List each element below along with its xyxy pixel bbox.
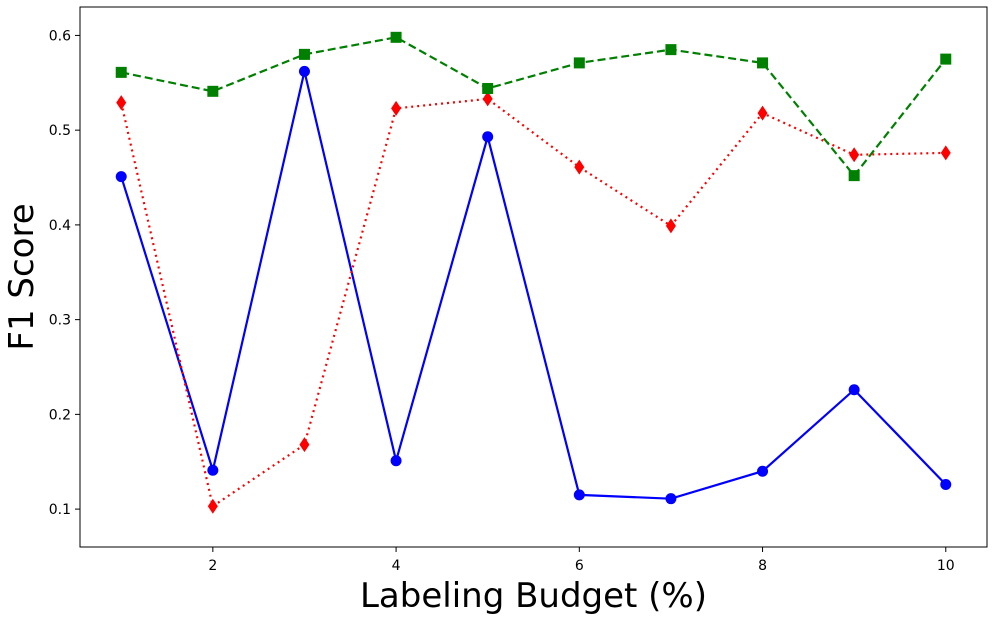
series-2-point — [940, 145, 951, 161]
series-3-point — [298, 48, 310, 60]
series-2-line — [120, 97, 946, 509]
series-1-point — [207, 464, 219, 476]
series-1-point — [757, 465, 769, 477]
series-2-point — [665, 218, 676, 234]
x-axis-title: Labeling Budget (%) — [360, 576, 707, 616]
series-2-point — [757, 105, 768, 121]
series-layer — [115, 31, 952, 514]
series-2-point — [482, 91, 493, 107]
series-3-point — [207, 85, 219, 97]
series-1-point — [482, 131, 494, 143]
y-tick-label: 0.5 — [49, 123, 71, 139]
plot-frame — [79, 6, 988, 548]
y-tick-label: 0.1 — [49, 502, 71, 518]
x-tick-label: 10 — [937, 558, 955, 574]
series-2-point — [299, 437, 310, 453]
series-2-point — [207, 498, 218, 514]
series-2-point — [849, 147, 860, 163]
series-1-point — [573, 489, 585, 501]
series-1-point — [390, 455, 402, 467]
series-3-line — [121, 36, 947, 178]
y-axis-title: F1 Score — [2, 203, 42, 350]
y-tick-label: 0.6 — [49, 28, 71, 44]
x-tick-label: 4 — [392, 558, 401, 574]
x-tick-label: 8 — [758, 558, 767, 574]
series-3-point — [390, 31, 402, 43]
series-1-point — [298, 65, 310, 77]
series-3-point — [665, 44, 677, 56]
series-1-point — [665, 493, 677, 505]
y-tick-label: 0.4 — [49, 218, 71, 234]
series-2-point — [574, 159, 585, 175]
series-3-point — [482, 82, 494, 94]
series-2-point — [391, 100, 402, 116]
series-3-point — [115, 66, 127, 78]
series-1-line — [120, 71, 947, 500]
series-3-point — [757, 57, 769, 69]
y-tick-label: 0.3 — [49, 313, 71, 329]
x-axis-ticks: 2 4 6 8 10 — [208, 547, 955, 574]
x-tick-label: 2 — [208, 558, 217, 574]
series-3-point — [940, 53, 952, 65]
series-1-point — [940, 478, 952, 490]
series-3-point — [573, 57, 585, 69]
y-axis-ticks: 0.1 0.2 0.3 0.4 0.5 0.6 — [49, 28, 80, 518]
y-tick-label: 0.2 — [49, 407, 71, 423]
series-3-point — [848, 170, 860, 182]
series-2-point — [116, 95, 127, 111]
series-1-point — [848, 384, 860, 396]
x-tick-label: 6 — [575, 558, 584, 574]
series-1-point — [115, 171, 127, 183]
